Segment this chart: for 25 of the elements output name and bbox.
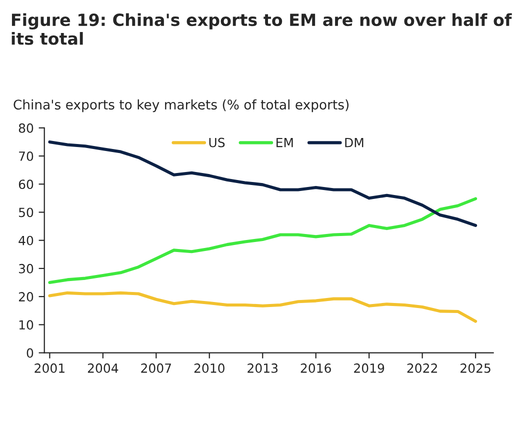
x-tick-label: 2004 xyxy=(88,363,118,373)
x-tick-label: 2025 xyxy=(460,363,490,373)
y-tick-label: 20 xyxy=(18,292,34,302)
y-tick-label: 40 xyxy=(18,236,34,246)
y-tick-label: 70 xyxy=(19,151,34,161)
y-tick-label: 80 xyxy=(18,123,34,133)
y-axis-title: China's exports to key markets (% of total exports) xyxy=(14,99,349,112)
x-tick-label: 2010 xyxy=(194,363,224,373)
chart-title: Figure 19: China's exports to EM are now over half of its total xyxy=(12,13,512,45)
y-tick-label: 30 xyxy=(19,264,34,274)
x-tick-label: 2007 xyxy=(141,363,171,373)
legend-label: EM xyxy=(276,138,293,148)
legend-label: DM xyxy=(345,138,364,148)
line-series xyxy=(48,291,478,323)
line-series xyxy=(48,197,478,284)
y-tick-label: 10 xyxy=(19,320,34,330)
x-tick-label: 2016 xyxy=(300,363,331,373)
legend-label: US xyxy=(209,138,225,148)
x-tick-label: 2022 xyxy=(407,363,437,373)
y-tick-label: 60 xyxy=(18,180,34,190)
x-tick-label: 2013 xyxy=(248,363,278,373)
y-tick-label: 0 xyxy=(26,348,34,358)
x-tick-label: 2001 xyxy=(34,363,64,373)
y-tick-label: 50 xyxy=(19,208,34,218)
x-tick-label: 2019 xyxy=(354,363,384,373)
